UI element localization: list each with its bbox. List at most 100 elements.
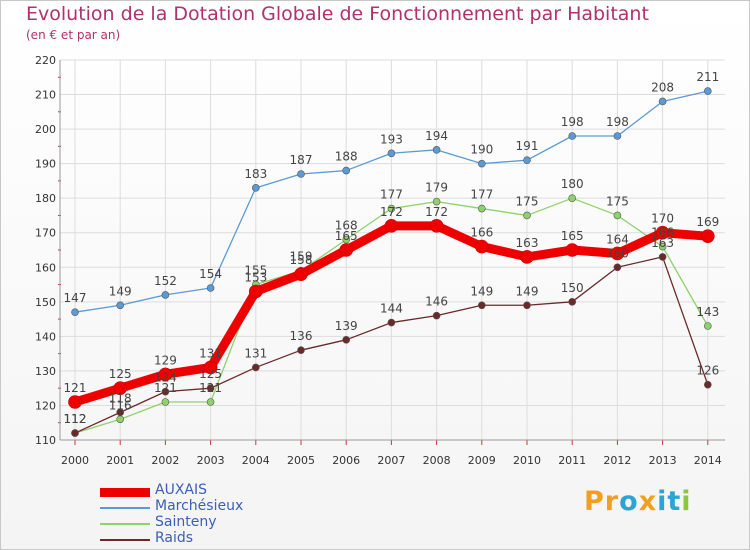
point-march-sieux	[523, 156, 531, 164]
x-tick-label: 2003	[197, 454, 225, 467]
point-raids	[477, 301, 486, 310]
data-label-raids: 149	[470, 284, 493, 298]
legend-swatch-auxais	[100, 487, 150, 497]
y-tick-label: 120	[35, 399, 56, 412]
point-march-sieux	[161, 291, 170, 299]
point-raids	[206, 384, 215, 392]
x-tick-label: 2006	[332, 454, 360, 467]
data-label-auxais: 163	[516, 236, 539, 250]
data-label-auxais: 129	[154, 353, 177, 367]
point-sainteny	[658, 242, 667, 251]
legend-label-raids: Raids	[155, 530, 194, 546]
point-sainteny	[477, 204, 486, 213]
point-auxais	[520, 250, 534, 264]
data-label-auxais: 166	[470, 226, 493, 240]
point-march-sieux	[658, 97, 667, 106]
data-label-march-sieux: 149	[109, 284, 132, 298]
point-raids	[523, 301, 531, 310]
data-label-march-sieux: 194	[425, 129, 448, 143]
data-label-auxais: 153	[244, 270, 267, 284]
data-label-march-sieux: 208	[651, 80, 674, 94]
data-label-raids: 150	[561, 281, 584, 295]
point-march-sieux	[613, 132, 622, 140]
data-label-raids: 139	[335, 319, 358, 333]
logo-letter: t	[667, 486, 682, 517]
point-raids	[432, 311, 441, 320]
x-tick-label: 2001	[106, 454, 134, 467]
y-tick-label: 210	[35, 89, 56, 102]
data-label-sainteny: 159	[290, 250, 313, 264]
data-label-sainteny: 112	[64, 412, 87, 426]
x-tick-label: 2005	[287, 454, 315, 467]
point-auxais	[384, 219, 399, 233]
data-label-sainteny: 121	[154, 381, 177, 395]
data-label-raids: 163	[651, 236, 674, 250]
y-tick-label: 150	[35, 296, 56, 309]
point-march-sieux	[71, 308, 79, 316]
logo-letter: o	[619, 486, 639, 517]
data-label-sainteny: 177	[380, 188, 403, 202]
point-raids	[387, 318, 396, 327]
data-label-sainteny: 179	[425, 181, 448, 195]
point-march-sieux	[432, 146, 441, 154]
data-label-auxais: 131	[199, 346, 222, 360]
data-label-sainteny: 143	[696, 305, 719, 319]
data-label-raids: 136	[290, 329, 313, 343]
y-tick-label: 170	[35, 227, 56, 240]
point-raids	[161, 387, 170, 396]
legend-swatch-sainteny	[100, 523, 150, 525]
point-auxais	[113, 381, 127, 395]
point-auxais	[429, 219, 444, 233]
data-label-auxais: 165	[561, 229, 584, 243]
x-tick-label: 2009	[468, 454, 496, 467]
point-sainteny	[703, 322, 712, 330]
logo-letter: i	[657, 486, 668, 517]
logo-letter: x	[638, 486, 658, 517]
data-label-sainteny: 166	[651, 226, 674, 240]
chart-subtitle: (en € et par an)	[26, 28, 121, 42]
x-tick-label: 2011	[558, 454, 586, 467]
point-auxais	[474, 239, 489, 254]
point-sainteny	[432, 197, 441, 206]
point-auxais	[249, 284, 263, 299]
x-tick-label: 2008	[423, 454, 451, 467]
y-tick-label: 110	[35, 434, 56, 447]
data-label-auxais: 169	[696, 215, 719, 229]
point-march-sieux	[116, 301, 124, 310]
point-auxais	[339, 243, 354, 257]
point-auxais	[610, 246, 625, 261]
data-label-march-sieux: 187	[290, 153, 313, 167]
point-auxais	[655, 225, 670, 240]
point-raids	[116, 408, 124, 417]
logo-letter: r	[604, 486, 620, 517]
data-label-march-sieux: 191	[516, 139, 539, 153]
legend-item-auxais: AUXAIS	[100, 482, 320, 500]
point-sainteny	[342, 235, 351, 244]
data-label-raids: 112	[64, 412, 87, 426]
point-march-sieux	[252, 184, 260, 192]
data-label-raids: 160	[606, 246, 629, 260]
data-label-sainteny: 168	[335, 219, 358, 233]
point-raids	[297, 346, 305, 354]
proxiti-logo: Proxiti	[584, 486, 692, 517]
y-tick-label: 140	[35, 330, 56, 343]
data-label-sainteny: 121	[199, 381, 222, 395]
point-auxais	[294, 267, 308, 281]
legend-item-raids: Raids	[100, 530, 320, 548]
point-auxais	[158, 367, 173, 382]
x-tick-label: 2012	[603, 454, 631, 467]
data-label-march-sieux: 193	[380, 132, 403, 146]
y-tick-label: 220	[35, 54, 56, 67]
point-sainteny	[523, 211, 531, 220]
data-label-march-sieux: 188	[335, 150, 358, 164]
chart-legend: AUXAIS Marchésieux Sainteny Raids	[100, 482, 320, 548]
data-label-auxais: 165	[335, 229, 358, 243]
point-auxais	[68, 395, 82, 409]
data-label-march-sieux: 198	[561, 115, 584, 129]
point-auxais	[700, 229, 715, 243]
legend-swatch-raids	[100, 539, 150, 541]
data-label-raids: 118	[109, 391, 132, 405]
legend-item-sainteny: Sainteny	[100, 514, 320, 532]
data-label-sainteny: 177	[470, 188, 493, 202]
